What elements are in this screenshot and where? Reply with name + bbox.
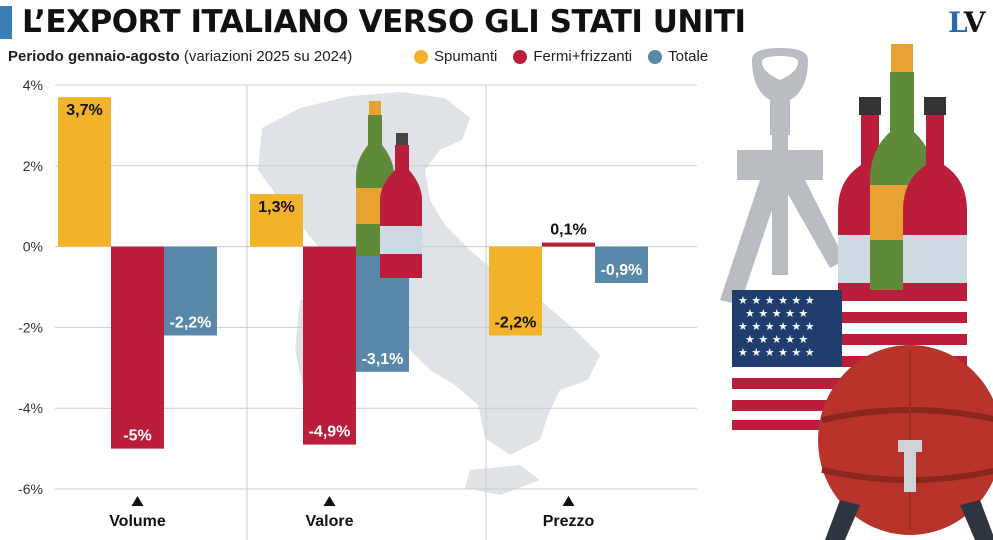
legend-item-totale: Totale	[648, 48, 708, 65]
y-tick-label: -2%	[18, 319, 43, 335]
corkscrew-icon	[720, 48, 845, 305]
y-tick-label: -4%	[18, 400, 43, 416]
subtitle-note: (variazioni 2025 su 2024)	[183, 48, 353, 65]
legend-label-totale: Totale	[668, 48, 709, 65]
bar-totale-volume	[164, 246, 217, 336]
page-title: L’EXPORT ITALIANO VERSO GLI STATI UNITI	[22, 4, 746, 40]
chart-legend: Spumanti Fermi+frizzanti Totale	[414, 48, 708, 65]
category-arrow-icon	[323, 496, 336, 506]
bar-fermi-frizzanti-valore	[303, 246, 356, 445]
logo-letter-l: L	[948, 6, 968, 39]
legend-label-spumanti: Spumanti	[434, 48, 498, 65]
category-arrow-icon	[562, 496, 575, 506]
chart-subtitle: Periodo gennaio-agosto (variazioni 2025 …	[8, 48, 352, 65]
data-label: -4,9%	[309, 424, 351, 441]
wine-barrel-icon	[818, 345, 993, 540]
svg-text:★ ★ ★ ★ ★ ★: ★ ★ ★ ★ ★ ★	[738, 346, 815, 359]
legend-item-spumanti: Spumanti	[414, 48, 497, 65]
bar-fermi-frizzanti-prezzo	[542, 242, 595, 247]
logo-letter-v: V	[963, 6, 986, 39]
bottle-red-large-right-icon	[903, 97, 967, 295]
category-label: Valore	[305, 513, 353, 530]
brand-logo: LV	[948, 6, 985, 39]
subtitle-period: Periodo gennaio-agosto	[8, 48, 180, 65]
data-label: 3,7%	[66, 102, 102, 119]
italy-map-silhouette	[258, 92, 600, 495]
bar-spumanti-valore	[250, 194, 303, 247]
legend-item-fermi: Fermi+frizzanti	[513, 48, 632, 65]
svg-text:★ ★ ★ ★ ★: ★ ★ ★ ★ ★	[745, 307, 808, 320]
legend-label-fermi: Fermi+frizzanti	[533, 48, 633, 65]
labels-layer: 3,7% -5% -2,2% Volume 1,3% -4,9% -3,1% Valore -2…	[66, 102, 642, 530]
data-label: -3,1%	[362, 351, 404, 368]
legend-dot-spumanti	[414, 49, 428, 64]
data-label: 0,1%	[550, 222, 586, 239]
data-label: -5%	[123, 428, 151, 445]
y-tick-label: 2%	[23, 158, 43, 174]
data-label: -2,2%	[170, 314, 212, 331]
data-label: -2,2%	[495, 314, 537, 331]
y-tick-label: 0%	[23, 239, 43, 255]
svg-text:★ ★ ★ ★ ★ ★: ★ ★ ★ ★ ★ ★	[738, 320, 815, 333]
svg-text:★ ★ ★ ★ ★ ★: ★ ★ ★ ★ ★ ★	[738, 294, 815, 307]
category-arrow-icon	[131, 496, 144, 506]
bar-spumanti-prezzo	[489, 246, 542, 336]
legend-dot-fermi	[513, 49, 528, 64]
legend-dot-totale	[648, 49, 663, 64]
category-label: Prezzo	[543, 513, 595, 530]
bar-fermi-frizzanti-volume	[111, 246, 164, 449]
svg-text:★ ★ ★ ★ ★: ★ ★ ★ ★ ★	[745, 333, 808, 346]
title-accent-block	[0, 6, 12, 39]
data-label: 1,3%	[258, 199, 294, 216]
category-label: Volume	[109, 513, 166, 530]
y-tick-label: -6%	[18, 481, 43, 497]
bottle-red-icon	[380, 133, 422, 278]
bar-totale-prezzo	[595, 246, 648, 283]
bars-layer	[58, 97, 648, 449]
data-label: -0,9%	[601, 262, 643, 279]
bar-spumanti-volume	[58, 97, 111, 247]
y-tick-label: 4%	[23, 77, 43, 93]
